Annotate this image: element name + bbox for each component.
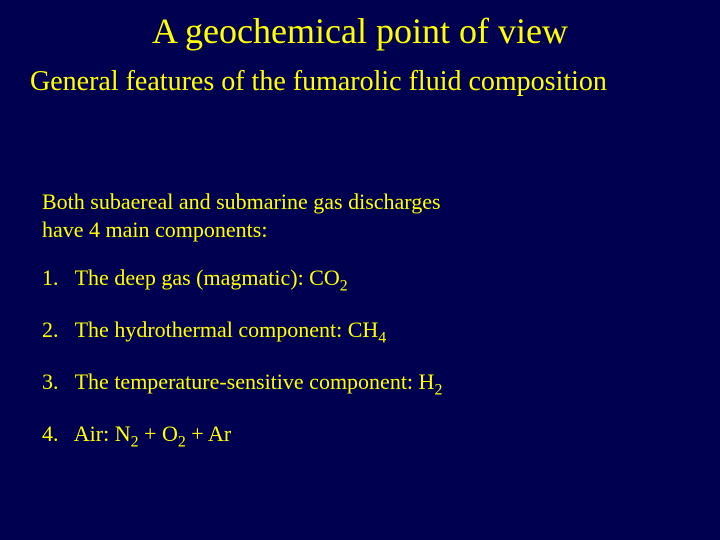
list-item: 3. The temperature-sensitive component: …	[42, 369, 720, 421]
component-list: 1. The deep gas (magmatic): CO2 2. The h…	[0, 243, 720, 473]
item-label: The temperature-sensitive component: H	[75, 369, 435, 394]
item-label: Air: N	[74, 421, 131, 446]
subscript: 2	[131, 433, 139, 450]
item-number: 4.	[42, 421, 59, 446]
list-item: 1. The deep gas (magmatic): CO2	[42, 265, 720, 317]
lead-line-1: Both subaereal and submarine gas dischar…	[42, 189, 441, 214]
item-number: 2.	[42, 317, 59, 342]
item-number: 3.	[42, 369, 59, 394]
subscript: 4	[378, 329, 386, 346]
list-item: 2. The hydrothermal component: CH4	[42, 317, 720, 369]
subscript: 2	[178, 433, 186, 450]
subscript: 2	[434, 381, 442, 398]
item-label: The deep gas (magmatic): CO	[75, 265, 340, 290]
lead-text: Both subaereal and submarine gas dischar…	[0, 98, 720, 243]
subscript: 2	[340, 277, 348, 294]
slide-title: A geochemical point of view	[0, 0, 720, 52]
item-label: + O	[139, 421, 178, 446]
item-number: 1.	[42, 265, 59, 290]
item-label: The hydrothermal component: CH	[75, 317, 379, 342]
slide-subtitle: General features of the fumarolic fluid …	[0, 52, 720, 98]
slide: A geochemical point of view General feat…	[0, 0, 720, 540]
list-item: 4. Air: N2 + O2 + Ar	[42, 421, 720, 473]
item-label: + Ar	[186, 421, 231, 446]
lead-line-2: have 4 main components:	[42, 217, 267, 242]
